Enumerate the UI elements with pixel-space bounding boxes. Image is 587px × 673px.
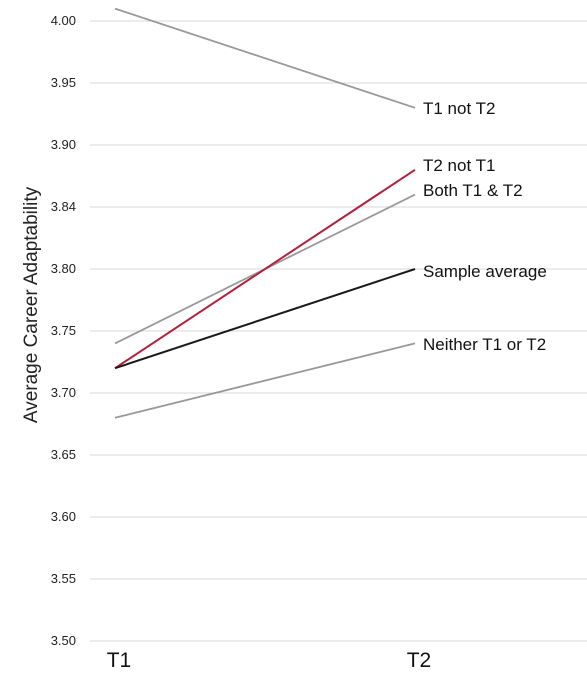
y-axis-label: Average Career Adaptability: [21, 186, 42, 423]
y-tick-label: 4.00: [51, 13, 76, 28]
series-label: Both T1 & T2: [423, 181, 523, 200]
series-lines: [114, 7, 416, 419]
x-tick-labels: T1 T2: [107, 649, 432, 672]
series-label: Neither T1 or T2: [423, 335, 546, 354]
y-tick-label: 3.90: [51, 137, 76, 152]
y-tick-label: 3.60: [51, 509, 76, 524]
y-tick-label: 3.55: [51, 571, 76, 586]
y-tick-label: 3.70: [51, 385, 76, 400]
series-line: [114, 342, 416, 419]
grid-lines: [90, 20, 587, 642]
x-tick-label: T1: [107, 649, 132, 672]
y-tick-label: 3.75: [51, 323, 76, 338]
series-label: T2 not T1: [423, 156, 495, 175]
series-label: Sample average: [423, 262, 547, 281]
y-tick-label: 3.84: [51, 199, 76, 214]
series-label: T1 not T2: [423, 99, 495, 118]
y-tick-label: 3.50: [51, 633, 76, 648]
series-line: [114, 7, 416, 109]
series-line: [114, 168, 416, 370]
y-tick-label: 3.80: [51, 261, 76, 276]
y-tick-labels: 3.50 3.55 3.60 3.65 3.70 3.75 3.80 3.84 3.90 3.95…: [51, 13, 76, 648]
series-labels: T1 not T2 T2 not T1 Both T1 & T2 Sample ave…: [423, 99, 547, 354]
y-tick-label: 3.65: [51, 447, 76, 462]
y-tick-label: 3.95: [51, 75, 76, 90]
series-line: [114, 268, 416, 370]
x-tick-label: T2: [407, 649, 432, 672]
